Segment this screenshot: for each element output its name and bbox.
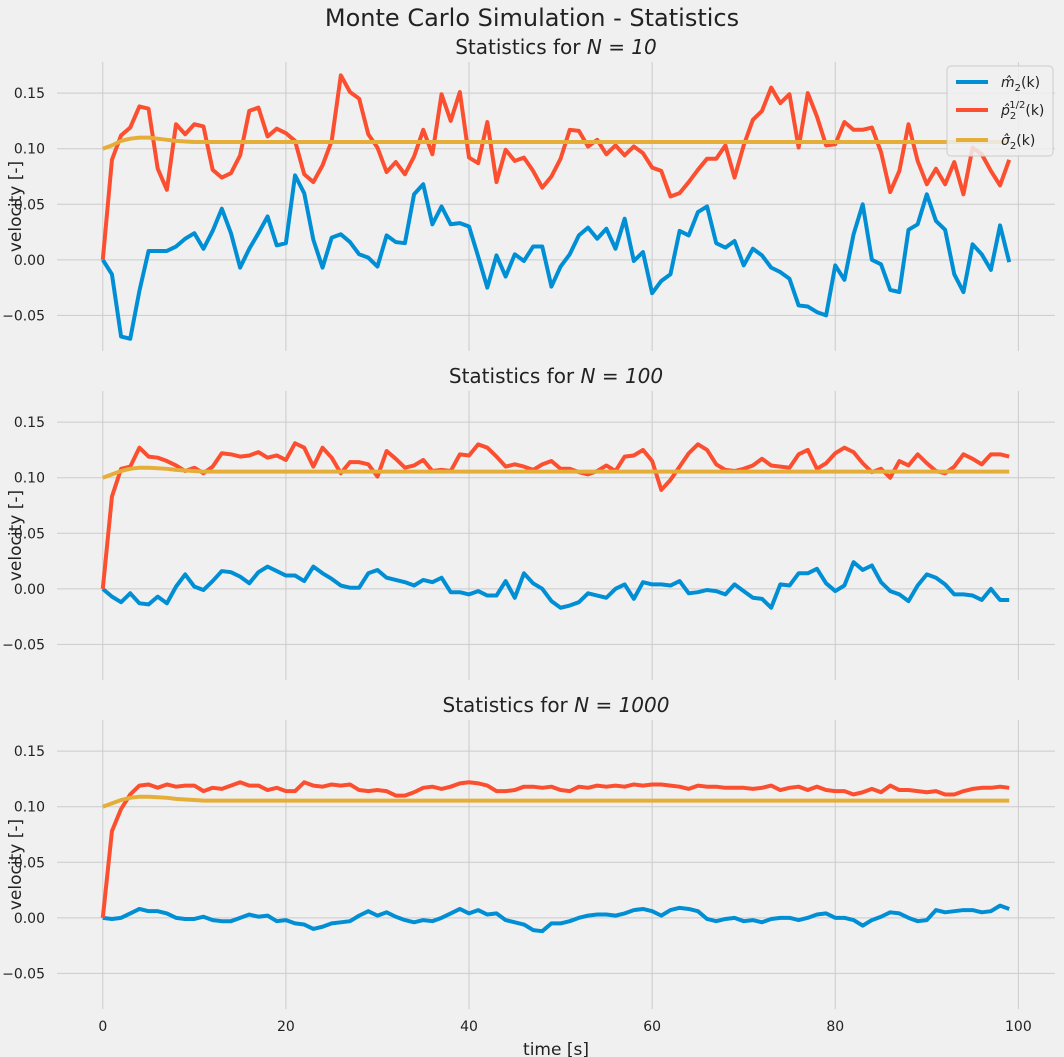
series-line-sigma2 — [102, 465, 1010, 480]
subplot-title: Statistics for N = 10 — [455, 35, 657, 59]
x-tick-label: 40 — [460, 1019, 478, 1035]
legend-frame — [946, 65, 1054, 157]
y-axis-label: velocity [-] — [6, 490, 26, 581]
y-tick-label: 0.05 — [14, 197, 45, 213]
series-line-m2 — [102, 903, 1010, 934]
legend-label-m2: m̂2(k) — [1001, 75, 1040, 94]
subplots: −0.05 0.00 0.05 0.10 0.15 Statistics for N = … — [2, 35, 1055, 1057]
subplot-2: −0.05 0.00 0.05 0.10 0.15 Statistics for N = … — [2, 364, 1055, 680]
y-tick-label: 0.15 — [14, 86, 45, 102]
legend-label-p2: p̂21/2(k) — [1000, 100, 1044, 122]
series-line-p2 — [100, 441, 1010, 590]
y-tick-label: 0.10 — [14, 142, 45, 158]
series-line-p2 — [100, 73, 1012, 261]
figure-suptitle: Monte Carlo Simulation - Statistics — [325, 4, 739, 32]
subplot-3: −0.05 0.00 0.05 0.10 0.15 0 20 40 60 80 100 Statist… — [2, 693, 1055, 1057]
series-line-sigma2 — [102, 135, 1010, 151]
y-tick-label: −0.05 — [2, 308, 45, 324]
subplot-title: Statistics for N = 100 — [449, 364, 663, 388]
subplot-1: −0.05 0.00 0.05 0.10 0.15 Statistics for N = … — [2, 35, 1055, 351]
y-axis-label: velocity [-] — [6, 819, 26, 910]
x-tick-label: 100 — [1005, 1019, 1032, 1035]
x-tick-label: 80 — [826, 1019, 844, 1035]
x-tick-label: 0 — [98, 1019, 107, 1035]
x-axis-label: time [s] — [523, 1040, 589, 1057]
y-tick-label: 0.10 — [14, 800, 45, 816]
y-tick-label: 0.10 — [14, 471, 45, 487]
y-tick-label: −0.05 — [2, 637, 45, 653]
y-tick-label: 0.05 — [14, 526, 45, 542]
y-tick-label: 0.00 — [14, 253, 45, 269]
series-line-m2 — [101, 560, 1010, 610]
y-tick-label: −0.05 — [2, 966, 45, 982]
subplot-title: Statistics for N = 1000 — [443, 693, 670, 717]
series-line-m2 — [101, 173, 1012, 341]
legend-label-sigma2: σ̂2(k) — [1001, 133, 1035, 152]
y-tick-label: 0.00 — [14, 911, 45, 927]
series-line-p2 — [100, 780, 1010, 919]
y-tick-label: 0.00 — [14, 582, 45, 598]
y-tick-label: 0.15 — [14, 415, 45, 431]
y-axis-label: velocity [-] — [6, 161, 26, 252]
x-tick-label: 20 — [277, 1019, 295, 1035]
series-line-sigma2 — [102, 794, 1010, 809]
y-tick-label: 0.15 — [14, 744, 45, 760]
x-tick-label: 60 — [643, 1019, 661, 1035]
y-tick-label: 0.05 — [14, 855, 45, 871]
legend: m̂2(k) p̂21/2(k) σ̂2(k) — [946, 65, 1054, 157]
